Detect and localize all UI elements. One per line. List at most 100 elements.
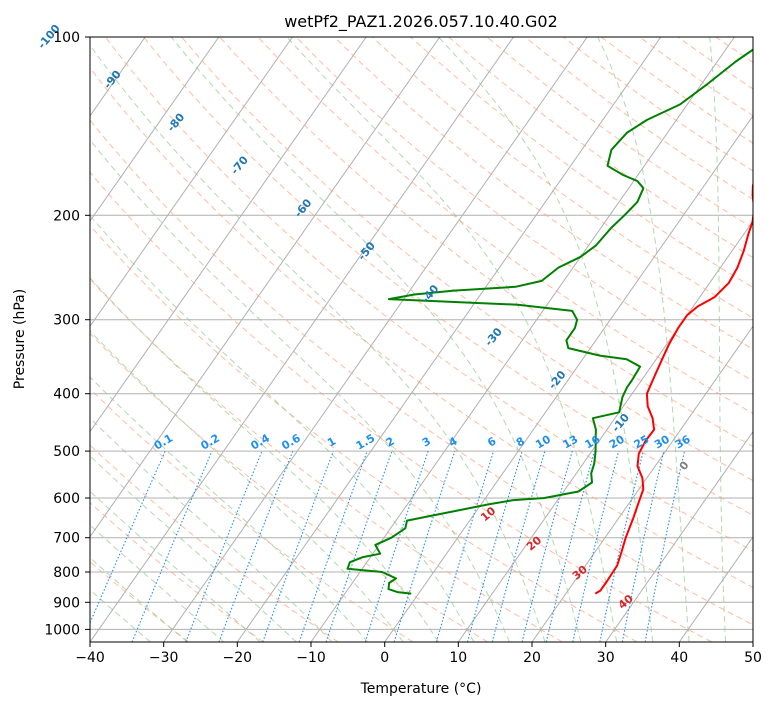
- dry-adiabat-label: -70: [228, 153, 251, 177]
- y-tick-label: 600: [53, 491, 80, 507]
- isotherm-line: [531, 325, 753, 642]
- isotherm-line: [90, 37, 441, 538]
- plot-frame: [89, 36, 754, 643]
- moist-adiabat-line: [90, 556, 188, 642]
- dry-adiabat-line: [90, 278, 563, 642]
- temperature-profile-line: [594, 181, 753, 595]
- dry-adiabat-line: [257, 37, 753, 414]
- x-tick-label: 10: [449, 650, 467, 666]
- isotherm-label: 40: [616, 592, 636, 612]
- moist-adiabat-line: [90, 455, 297, 642]
- dry-adiabat-line: [143, 37, 753, 516]
- dry-adiabat-line: [295, 37, 753, 382]
- mixing-ratio-line: [572, 450, 620, 642]
- dry-adiabat-line: [104, 37, 753, 552]
- isotherm-label: 10: [478, 504, 498, 524]
- x-tick-label: 0: [380, 650, 389, 666]
- y-tick-label: 100: [53, 30, 80, 46]
- mixing-ratio-line: [466, 450, 523, 642]
- isotherm-line: [605, 430, 753, 642]
- mixing-ratio-line: [185, 450, 263, 642]
- dry-adiabat-line: [715, 37, 753, 64]
- dry-adiabat-line: [219, 37, 753, 448]
- mixing-ratio-label: 6: [485, 434, 498, 449]
- dry-adiabat-line: [372, 37, 753, 319]
- sounding-series: [346, 48, 753, 595]
- mixing-ratio-line: [325, 450, 393, 642]
- moist-adiabat-line: [90, 330, 404, 642]
- mixing-ratio-label: 0.6: [279, 431, 303, 452]
- y-tick-label: 300: [53, 313, 80, 329]
- moist-adiabat-line: [90, 214, 475, 642]
- dry-adiabat-line: [677, 37, 753, 90]
- dry-adiabat-line: [90, 332, 488, 642]
- mixing-ratio-label: 0.2: [199, 432, 222, 453]
- y-tick-label: 900: [53, 595, 80, 611]
- mixing-ratio-line: [545, 450, 595, 642]
- x-tick-label: −30: [149, 650, 179, 666]
- mixing-ratio-label: 30: [652, 432, 672, 451]
- moist-adiabat-line: [90, 277, 439, 642]
- isotherm-line: [90, 37, 220, 222]
- mixing-ratio-line: [621, 450, 665, 642]
- moist-adiabat-line: [90, 44, 546, 642]
- mixing-ratio-label: 20: [607, 432, 627, 451]
- line-labels: 0.1 0.2 0.4 0.6 1 1.5 2 3 4 6 8 10 13 16 20 25 30 36-100-…: [35, 22, 693, 612]
- dry-adiabat-label: -50: [355, 239, 378, 263]
- moist-adiabat-line: [90, 490, 261, 642]
- dewpoint-profile-line: [346, 48, 753, 595]
- y-tick-label: 500: [53, 444, 80, 460]
- dry-adiabat-label: -60: [292, 196, 315, 220]
- isotherm-line: [236, 37, 662, 642]
- mixing-ratio-line: [644, 450, 686, 642]
- mixing-ratio-label: 2: [384, 435, 397, 450]
- dry-adiabat-line: [90, 444, 339, 642]
- dry-adiabat-label: -40: [419, 282, 442, 306]
- x-tick-label: −40: [75, 650, 105, 666]
- isotherm-line: [752, 641, 753, 642]
- mixing-ratio-label: 16: [583, 432, 603, 451]
- x-tick-label: −20: [223, 650, 253, 666]
- x-tick-label: −10: [296, 650, 326, 666]
- dry-adiabat-label: -80: [165, 110, 188, 134]
- isotherm-line: [163, 37, 588, 642]
- isotherm-line: [90, 37, 367, 433]
- mixing-ratio-line: [599, 450, 644, 642]
- x-tick-label: 20: [523, 650, 541, 666]
- isotherm-line: [90, 37, 514, 642]
- moist-adiabat-line: [438, 37, 654, 642]
- x-tick-label: 30: [597, 650, 615, 666]
- mixing-ratio-label: 13: [561, 433, 581, 452]
- dry-adiabat-line: [90, 119, 753, 626]
- dry-adiabat-line: [90, 67, 753, 588]
- moist-adiabat-line: [597, 37, 690, 642]
- mixing-ratio-line: [298, 450, 368, 642]
- isotherm-line: [90, 37, 293, 328]
- x-tick-label: 50: [744, 650, 762, 666]
- dry-adiabat-line: [333, 37, 753, 350]
- mixing-ratio-label: 1.5: [354, 432, 377, 453]
- mixing-ratio-line: [364, 450, 429, 642]
- dry-adiabat-label: 0: [677, 458, 692, 472]
- mixing-ratio-line: [435, 450, 495, 642]
- moist-adiabat-line: [90, 589, 151, 642]
- moist-adiabat-line: [90, 376, 369, 642]
- dry-adiabat-line: [90, 560, 190, 642]
- dry-adiabat-line: [181, 37, 753, 482]
- dry-adiabat-line: [90, 502, 264, 642]
- x-tick-label: 40: [670, 650, 688, 666]
- y-tick-label: 700: [53, 531, 80, 547]
- mixing-ratio-line: [262, 450, 334, 642]
- isotherm-line: [457, 220, 753, 642]
- background-grid: [90, 37, 753, 642]
- isotherm-line: [384, 114, 753, 642]
- dry-adiabat-line: [90, 224, 638, 642]
- dry-adiabat-line: [90, 388, 414, 642]
- mixing-ratio-line: [491, 450, 546, 642]
- dry-adiabat-label: -30: [482, 325, 505, 349]
- mixing-ratio-line: [90, 450, 166, 625]
- dry-adiabat-label: -90: [101, 68, 124, 92]
- y-tick-label: 400: [53, 387, 80, 403]
- mixing-ratio-label: 3: [420, 435, 433, 450]
